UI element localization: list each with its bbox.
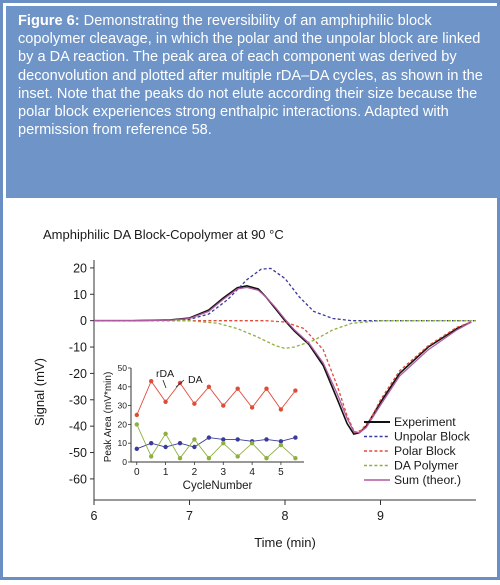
- inset-y-tick-label: 30: [118, 401, 128, 411]
- main-y-tick-label: -40: [69, 420, 87, 434]
- inset-data-point: [264, 386, 269, 391]
- inset-series-line: [136, 437, 296, 450]
- inset-data-point: [192, 444, 197, 450]
- legend-label: Polar Block: [394, 444, 457, 458]
- inset-arrow-da: [175, 379, 185, 388]
- inset-data-point: [221, 437, 226, 442]
- main-y-axis-label: Signal (mV): [32, 358, 47, 426]
- inset-annotation-da: DA: [188, 374, 203, 386]
- inset-series-line: [136, 424, 296, 460]
- series-line-da-polymer: [94, 320, 476, 350]
- inset-x-tick-label: 0: [134, 467, 140, 478]
- inset-data-point: [149, 441, 154, 446]
- caption-text: Demonstrating the reversibility of an am…: [18, 13, 483, 139]
- inset-x-tick-label: 5: [278, 467, 284, 478]
- series-line-sum-theor: [94, 286, 472, 434]
- inset-y-tick-label: 50: [118, 363, 128, 373]
- inset-y-tick-label: 40: [118, 382, 128, 392]
- main-x-tick-label: 9: [377, 509, 384, 523]
- legend-label: Experiment: [394, 415, 456, 429]
- inset-data-point: [177, 456, 183, 461]
- main-y-tick-label: -60: [69, 472, 87, 486]
- main-y-tick-label: -20: [69, 367, 87, 381]
- inset-data-point: [249, 405, 255, 410]
- inset-arrow-rda: [162, 379, 167, 389]
- inset-x-tick-label: 2: [192, 467, 198, 478]
- legend-label: Unpolar Block: [394, 430, 471, 444]
- inset-data-point: [134, 422, 139, 427]
- main-y-tick-label: 20: [73, 261, 87, 275]
- series-line-polar-block: [94, 320, 472, 434]
- inset-data-point: [278, 442, 284, 448]
- chart-svg: Amphiphilic DA Block-Copolymer at 90 °C 2…: [32, 227, 476, 550]
- inset-series-line: [136, 380, 296, 416]
- inset-data-point: [149, 454, 154, 459]
- main-chart-title: Amphiphilic DA Block-Copolymer at 90 °C: [43, 227, 284, 242]
- inset-data-point: [192, 401, 197, 406]
- inset-y-tick-label: 10: [118, 438, 128, 448]
- inset-data-point: [221, 403, 226, 408]
- inset-x-axis-label: CycleNumber: [183, 480, 253, 492]
- inset-x-tick-label: 1: [163, 467, 169, 478]
- inset-data-point: [235, 437, 240, 442]
- figure-caption: Figure 6: Demonstrating the reversibilit…: [6, 6, 500, 198]
- legend-label: DA Polymer: [394, 459, 458, 473]
- inset-data-point: [235, 454, 240, 459]
- caption-lead: Figure 6:: [18, 13, 80, 29]
- inset-data-point: [278, 439, 284, 444]
- inset-data-point: [177, 441, 183, 446]
- inset-x-tick-label: 3: [220, 467, 226, 478]
- series-line-experiment: [94, 284, 472, 436]
- inset-data-point: [249, 441, 255, 446]
- main-x-tick-label: 8: [282, 509, 289, 523]
- main-x-tick-label: 6: [91, 509, 98, 523]
- inset-data-point: [163, 444, 168, 450]
- inset-annotation-rda: rDA: [156, 368, 174, 380]
- inset-data-point: [134, 446, 139, 451]
- inset-x-tick-label: 4: [249, 467, 255, 478]
- inset-data-point: [278, 407, 284, 412]
- inset-y-axis-label: Peak Area (mV*min): [103, 372, 114, 463]
- inset-data-point: [293, 456, 298, 461]
- main-x-tick-label: 7: [186, 509, 193, 523]
- inset-data-point: [192, 437, 197, 442]
- inset-data-point: [206, 384, 212, 389]
- main-y-tick-label: 10: [73, 288, 87, 302]
- main-y-tick-label: -30: [69, 393, 87, 407]
- inset-data-point: [235, 386, 240, 391]
- inset-data-point: [163, 431, 168, 436]
- main-y-tick-label: 0: [80, 314, 87, 328]
- main-x-axis-label: Time (min): [254, 535, 316, 550]
- inset-data-point: [134, 412, 139, 418]
- inset-data-point: [221, 441, 226, 446]
- inset-y-tick-label: 20: [118, 419, 128, 429]
- inset-data-point: [293, 435, 298, 440]
- inset-y-tick-label: 0: [122, 457, 127, 467]
- inset-data-point: [264, 456, 269, 461]
- inset-data-point: [264, 437, 269, 442]
- main-y-tick-label: -50: [69, 446, 87, 460]
- inset-data-point: [206, 456, 212, 461]
- inset-data-point: [163, 399, 168, 404]
- main-y-tick-label: -10: [69, 341, 87, 355]
- inset-data-point: [149, 379, 154, 384]
- chart-area: Amphiphilic DA Block-Copolymer at 90 °C 2…: [6, 200, 500, 580]
- inset-data-point: [206, 435, 212, 440]
- series-line-unpolar-block: [94, 267, 476, 322]
- inset-data-point: [293, 388, 298, 393]
- legend-label: Sum (theor.): [394, 473, 461, 487]
